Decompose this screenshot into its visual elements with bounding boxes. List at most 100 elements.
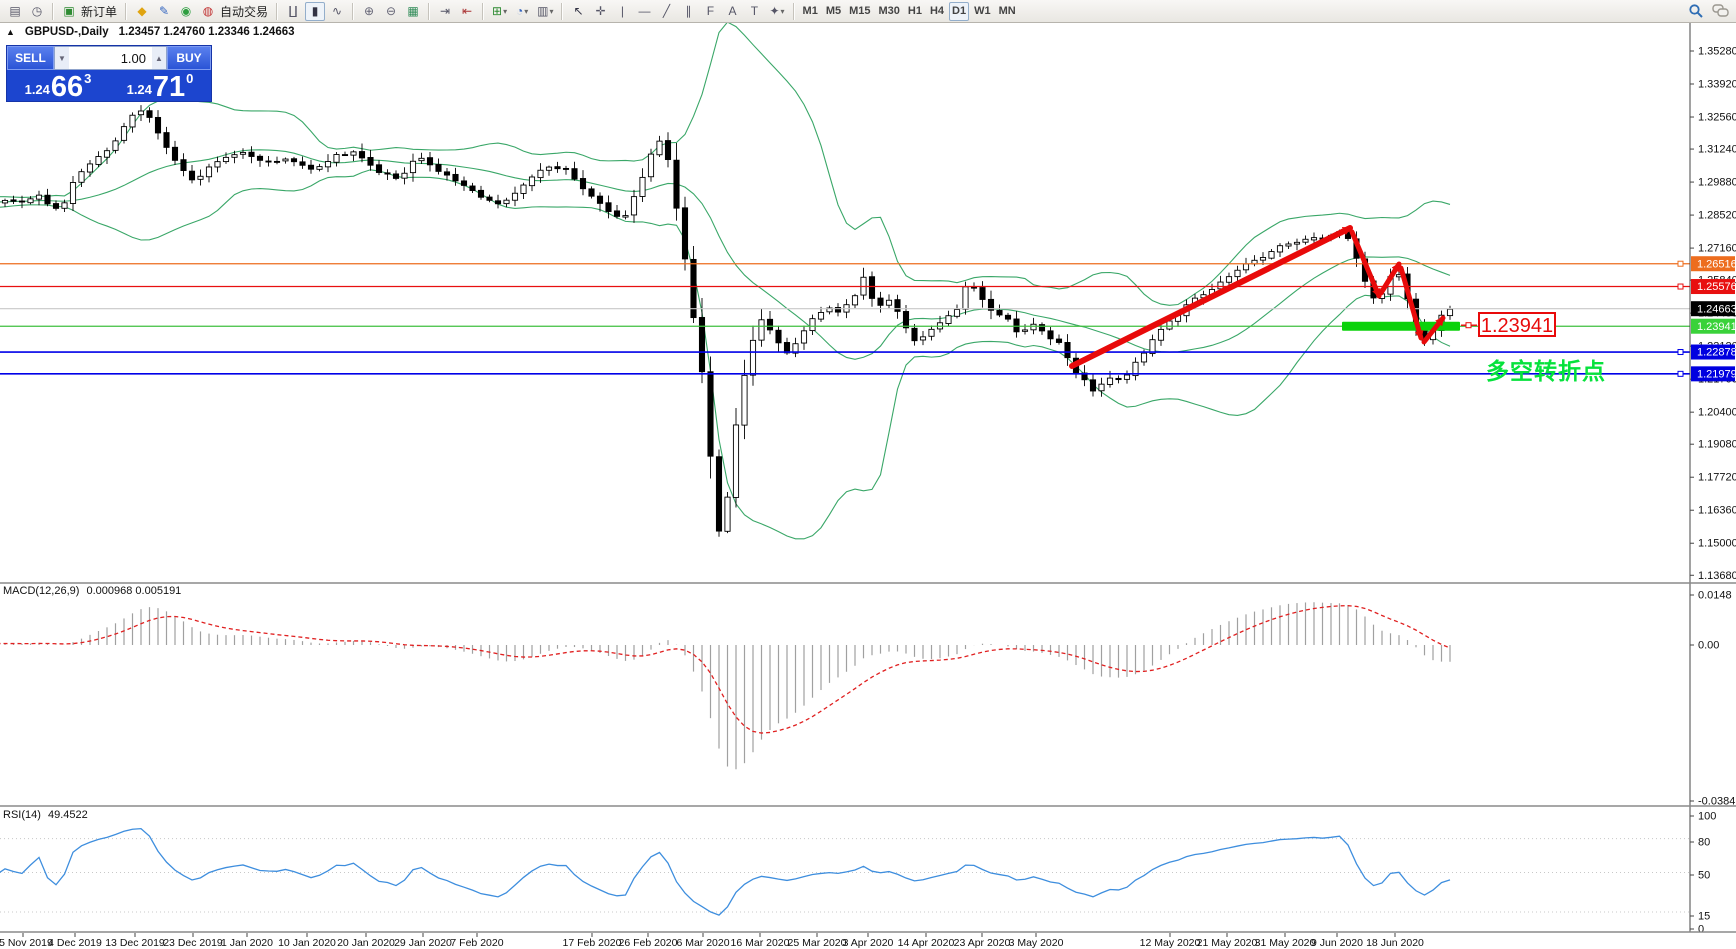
bar-chart-icon: ∐: [288, 4, 298, 18]
timeframe-button-m5[interactable]: M5: [825, 5, 842, 17]
vertical-line-icon[interactable]: |: [612, 2, 632, 21]
pivot-note-text[interactable]: 多空转折点: [1486, 358, 1606, 384]
tick-chart-icon: ◷: [31, 4, 43, 18]
svg-text:1.26516: 1.26516: [1697, 258, 1736, 270]
tile-windows-icon: ▦: [407, 4, 419, 18]
price-callout-label[interactable]: 1.23941: [1478, 312, 1556, 337]
axis-price-label: [1691, 301, 1735, 317]
line-anchor-handle[interactable]: [1677, 260, 1684, 267]
rally-arrow[interactable]: [1069, 225, 1353, 369]
line-anchor-handle[interactable]: [1677, 283, 1684, 290]
new-order-icon[interactable]: ▣: [59, 2, 79, 21]
timeframe-button-h4[interactable]: H4: [929, 5, 945, 17]
shapes-icon[interactable]: ✦ ▾: [766, 2, 787, 21]
volume-decrease-button[interactable]: ▼: [55, 47, 69, 69]
chat-icon[interactable]: [1712, 3, 1730, 19]
chart-list-icon: ▤: [9, 4, 21, 18]
horizontal-line-icon[interactable]: —: [634, 2, 654, 21]
buy-price[interactable]: 1.24 71 0: [109, 70, 211, 102]
tile-windows-icon[interactable]: ▦: [403, 2, 423, 21]
candlestick-icon[interactable]: ▮: [305, 1, 326, 21]
trendline-icon[interactable]: ╱: [656, 2, 676, 21]
svg-text:26 Feb 2020: 26 Feb 2020: [619, 937, 678, 949]
autotrading-icon[interactable]: ◍: [198, 2, 218, 21]
timeframe-button-h1[interactable]: H1: [907, 5, 922, 17]
timeframe-button-m15[interactable]: M15: [849, 5, 871, 17]
svg-text:20 Jan 2020: 20 Jan 2020: [337, 937, 395, 949]
svg-text:29 Jan 2020: 29 Jan 2020: [394, 937, 452, 949]
autoscroll-icon[interactable]: ⇥: [435, 2, 455, 21]
svg-text:3 May 2020: 3 May 2020: [1009, 937, 1064, 949]
text-icon[interactable]: A: [722, 2, 742, 21]
svg-text:23 Dec 2019: 23 Dec 2019: [163, 937, 223, 949]
toolbar-right-icons: [1688, 3, 1730, 19]
svg-text:25 Nov 2019: 25 Nov 2019: [0, 937, 53, 949]
signals-icon[interactable]: ◉: [176, 2, 196, 21]
toolbar-separator: [792, 2, 795, 20]
volume-input[interactable]: [69, 47, 152, 69]
candlestick-icon: ▮: [311, 4, 319, 18]
svg-text:1.27160: 1.27160: [1698, 243, 1736, 255]
zoom-out-icon[interactable]: ⊖: [381, 2, 401, 21]
channel-icon[interactable]: ∥: [678, 2, 698, 21]
svg-text:12 May 2020: 12 May 2020: [1140, 937, 1201, 949]
bar-chart-icon[interactable]: ∐: [283, 2, 303, 21]
label-icon[interactable]: T: [744, 2, 764, 21]
svg-text:18 Jun 2020: 18 Jun 2020: [1366, 937, 1424, 949]
axis-price-label: [1691, 256, 1735, 272]
line-anchor-handle[interactable]: [1677, 349, 1684, 356]
swing-up-1[interactable]: [1378, 261, 1402, 296]
indicators-icon[interactable]: ⊞ ▾: [489, 2, 510, 21]
sell-button[interactable]: SELL: [7, 46, 54, 70]
periods-icon[interactable]: ◔ ▾: [512, 2, 532, 21]
chart-list-icon[interactable]: ▤: [5, 2, 25, 21]
timeframe-button-mn[interactable]: MN: [998, 5, 1016, 17]
market-icon: ◆: [137, 4, 147, 18]
dropdown-arrow-icon: ▾: [780, 6, 785, 16]
macd-histogram: [0, 602, 1451, 770]
buy-price-pip: 0: [186, 71, 194, 86]
svg-text:-0.038415: -0.038415: [1698, 796, 1736, 808]
line-chart-icon: ∿: [332, 4, 343, 18]
tick-chart-icon[interactable]: ◷: [27, 2, 47, 21]
volume-increase-button[interactable]: ▲: [152, 47, 166, 69]
swing-up-2[interactable]: [1421, 315, 1446, 345]
cursor-icon[interactable]: ↖: [568, 2, 588, 21]
svg-text:1.19080: 1.19080: [1698, 439, 1736, 451]
buy-button[interactable]: BUY: [167, 46, 211, 70]
line-anchor-handle[interactable]: [1677, 370, 1684, 377]
timeframe-button-m1[interactable]: M1: [802, 5, 818, 17]
fibonacci-icon[interactable]: F: [700, 2, 720, 21]
channel-icon: ∥: [685, 4, 692, 18]
toolbar-separator: [125, 2, 128, 20]
zoom-in-icon: ⊕: [364, 4, 375, 18]
svg-text:0: 0: [1698, 924, 1704, 936]
support-zone-bar[interactable]: [1342, 321, 1460, 331]
svg-text:3 Apr 2020: 3 Apr 2020: [843, 937, 894, 949]
search-icon[interactable]: [1688, 3, 1704, 19]
timeframe-button-d1[interactable]: D1: [949, 1, 970, 21]
templates-icon[interactable]: ▥ ▾: [534, 2, 556, 21]
svg-text:1.28520: 1.28520: [1698, 210, 1736, 222]
market-icon[interactable]: ◆: [132, 2, 152, 21]
macd-signal-line: [0, 605, 1451, 734]
timeframe-button-m30[interactable]: M30: [878, 5, 900, 17]
swing-down-1[interactable]: [1349, 229, 1382, 299]
zoom-in-icon[interactable]: ⊕: [359, 2, 379, 21]
svg-text:1.35280: 1.35280: [1698, 46, 1736, 58]
metaeditor-icon[interactable]: ✎: [154, 2, 174, 21]
symbol-collapse-icon[interactable]: ▲: [6, 27, 15, 37]
sell-price[interactable]: 1.24 66 3: [7, 70, 109, 102]
indicators-icon: ⊞: [492, 4, 503, 18]
chart-annotations[interactable]: [1069, 225, 1477, 369]
axis-price-label: [1691, 366, 1735, 382]
line-chart-icon[interactable]: ∿: [327, 2, 347, 21]
timeframe-button-w1[interactable]: W1: [974, 5, 991, 17]
chart-shift-icon[interactable]: ⇤: [457, 2, 477, 21]
crosshair-icon[interactable]: ✛: [590, 2, 610, 21]
svg-text:1.20400: 1.20400: [1698, 407, 1736, 419]
swing-down-2[interactable]: [1398, 265, 1424, 341]
svg-text:1.21979: 1.21979: [1697, 369, 1736, 381]
